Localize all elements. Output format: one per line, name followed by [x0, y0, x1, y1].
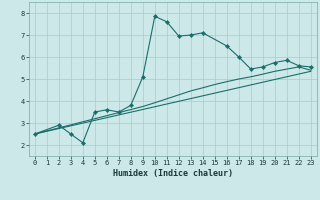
X-axis label: Humidex (Indice chaleur): Humidex (Indice chaleur)	[113, 169, 233, 178]
